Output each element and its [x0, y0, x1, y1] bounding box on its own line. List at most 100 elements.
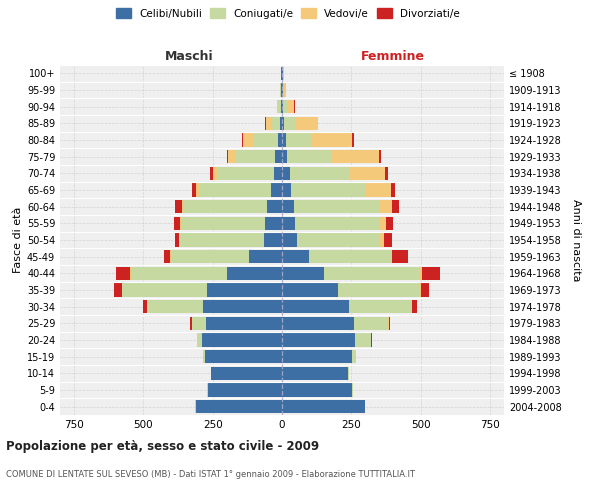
Bar: [208, 384, 282, 396]
Bar: [282, 84, 286, 96]
Bar: [282, 134, 286, 146]
Bar: [282, 250, 408, 264]
Bar: [192, 316, 282, 330]
Bar: [131, 266, 282, 280]
Bar: [271, 116, 282, 130]
Bar: [282, 250, 391, 264]
Text: Popolazione per età, sesso e stato civile - 2009: Popolazione per età, sesso e stato civil…: [6, 440, 319, 453]
Bar: [211, 366, 282, 380]
Bar: [282, 84, 284, 96]
Bar: [242, 134, 282, 146]
Bar: [282, 366, 349, 380]
Bar: [282, 150, 381, 164]
Bar: [282, 100, 295, 114]
Bar: [143, 300, 282, 314]
Bar: [280, 84, 282, 96]
Bar: [205, 350, 282, 364]
Bar: [282, 216, 386, 230]
Bar: [282, 216, 393, 230]
Bar: [197, 334, 282, 346]
Text: Maschi: Maschi: [164, 50, 214, 62]
Bar: [282, 116, 296, 130]
Bar: [274, 166, 282, 180]
Bar: [179, 234, 282, 246]
Bar: [282, 116, 317, 130]
Bar: [282, 166, 349, 180]
Bar: [282, 116, 319, 130]
Legend: Celibi/Nubili, Coniugati/e, Vedovi/e, Divorziati/e: Celibi/Nubili, Coniugati/e, Vedovi/e, Di…: [113, 5, 463, 21]
Bar: [197, 334, 282, 346]
Bar: [282, 200, 392, 213]
Bar: [208, 384, 282, 396]
Bar: [282, 316, 389, 330]
Bar: [282, 66, 284, 80]
Bar: [203, 350, 282, 364]
Bar: [184, 200, 282, 213]
Bar: [282, 384, 353, 396]
Bar: [282, 300, 349, 314]
Bar: [282, 200, 379, 213]
Bar: [282, 200, 294, 213]
Bar: [180, 216, 282, 230]
Bar: [282, 100, 287, 114]
Bar: [282, 234, 297, 246]
Bar: [282, 384, 353, 396]
Bar: [282, 366, 349, 380]
Bar: [282, 316, 390, 330]
Bar: [282, 100, 283, 114]
Bar: [282, 184, 291, 196]
Text: COMUNE DI LENTATE SUL SEVESO (MB) - Dati ISTAT 1° gennaio 2009 - Elaborazione TU: COMUNE DI LENTATE SUL SEVESO (MB) - Dati…: [6, 470, 415, 479]
Bar: [282, 234, 380, 246]
Bar: [280, 116, 282, 130]
Bar: [202, 334, 282, 346]
Bar: [266, 116, 282, 130]
Bar: [277, 100, 282, 114]
Bar: [282, 184, 395, 196]
Bar: [281, 84, 282, 96]
Bar: [182, 200, 282, 213]
Bar: [282, 400, 365, 413]
Bar: [203, 350, 282, 364]
Bar: [282, 400, 365, 413]
Bar: [207, 284, 282, 296]
Bar: [282, 284, 429, 296]
Bar: [211, 366, 282, 380]
Bar: [282, 350, 352, 364]
Bar: [179, 234, 282, 246]
Bar: [267, 200, 282, 213]
Bar: [281, 66, 282, 80]
Bar: [282, 334, 355, 346]
Bar: [181, 216, 282, 230]
Bar: [115, 284, 282, 296]
Bar: [203, 350, 282, 364]
Bar: [282, 366, 348, 380]
Bar: [175, 234, 282, 246]
Bar: [254, 134, 282, 146]
Bar: [196, 400, 282, 413]
Bar: [282, 184, 391, 196]
Bar: [282, 134, 354, 146]
Bar: [265, 116, 282, 130]
Bar: [282, 166, 388, 180]
Bar: [282, 84, 286, 96]
Bar: [249, 250, 282, 264]
Bar: [282, 334, 372, 346]
Bar: [282, 150, 379, 164]
Bar: [281, 66, 282, 80]
Bar: [282, 234, 383, 246]
Bar: [211, 366, 282, 380]
Bar: [282, 400, 365, 413]
Bar: [282, 266, 440, 280]
Text: Femmine: Femmine: [361, 50, 425, 62]
Bar: [196, 400, 282, 413]
Bar: [282, 134, 312, 146]
Bar: [282, 284, 338, 296]
Bar: [282, 200, 399, 213]
Bar: [282, 116, 284, 130]
Bar: [192, 184, 282, 196]
Bar: [282, 66, 284, 80]
Bar: [175, 216, 282, 230]
Bar: [211, 366, 282, 380]
Bar: [282, 184, 366, 196]
Bar: [282, 266, 325, 280]
